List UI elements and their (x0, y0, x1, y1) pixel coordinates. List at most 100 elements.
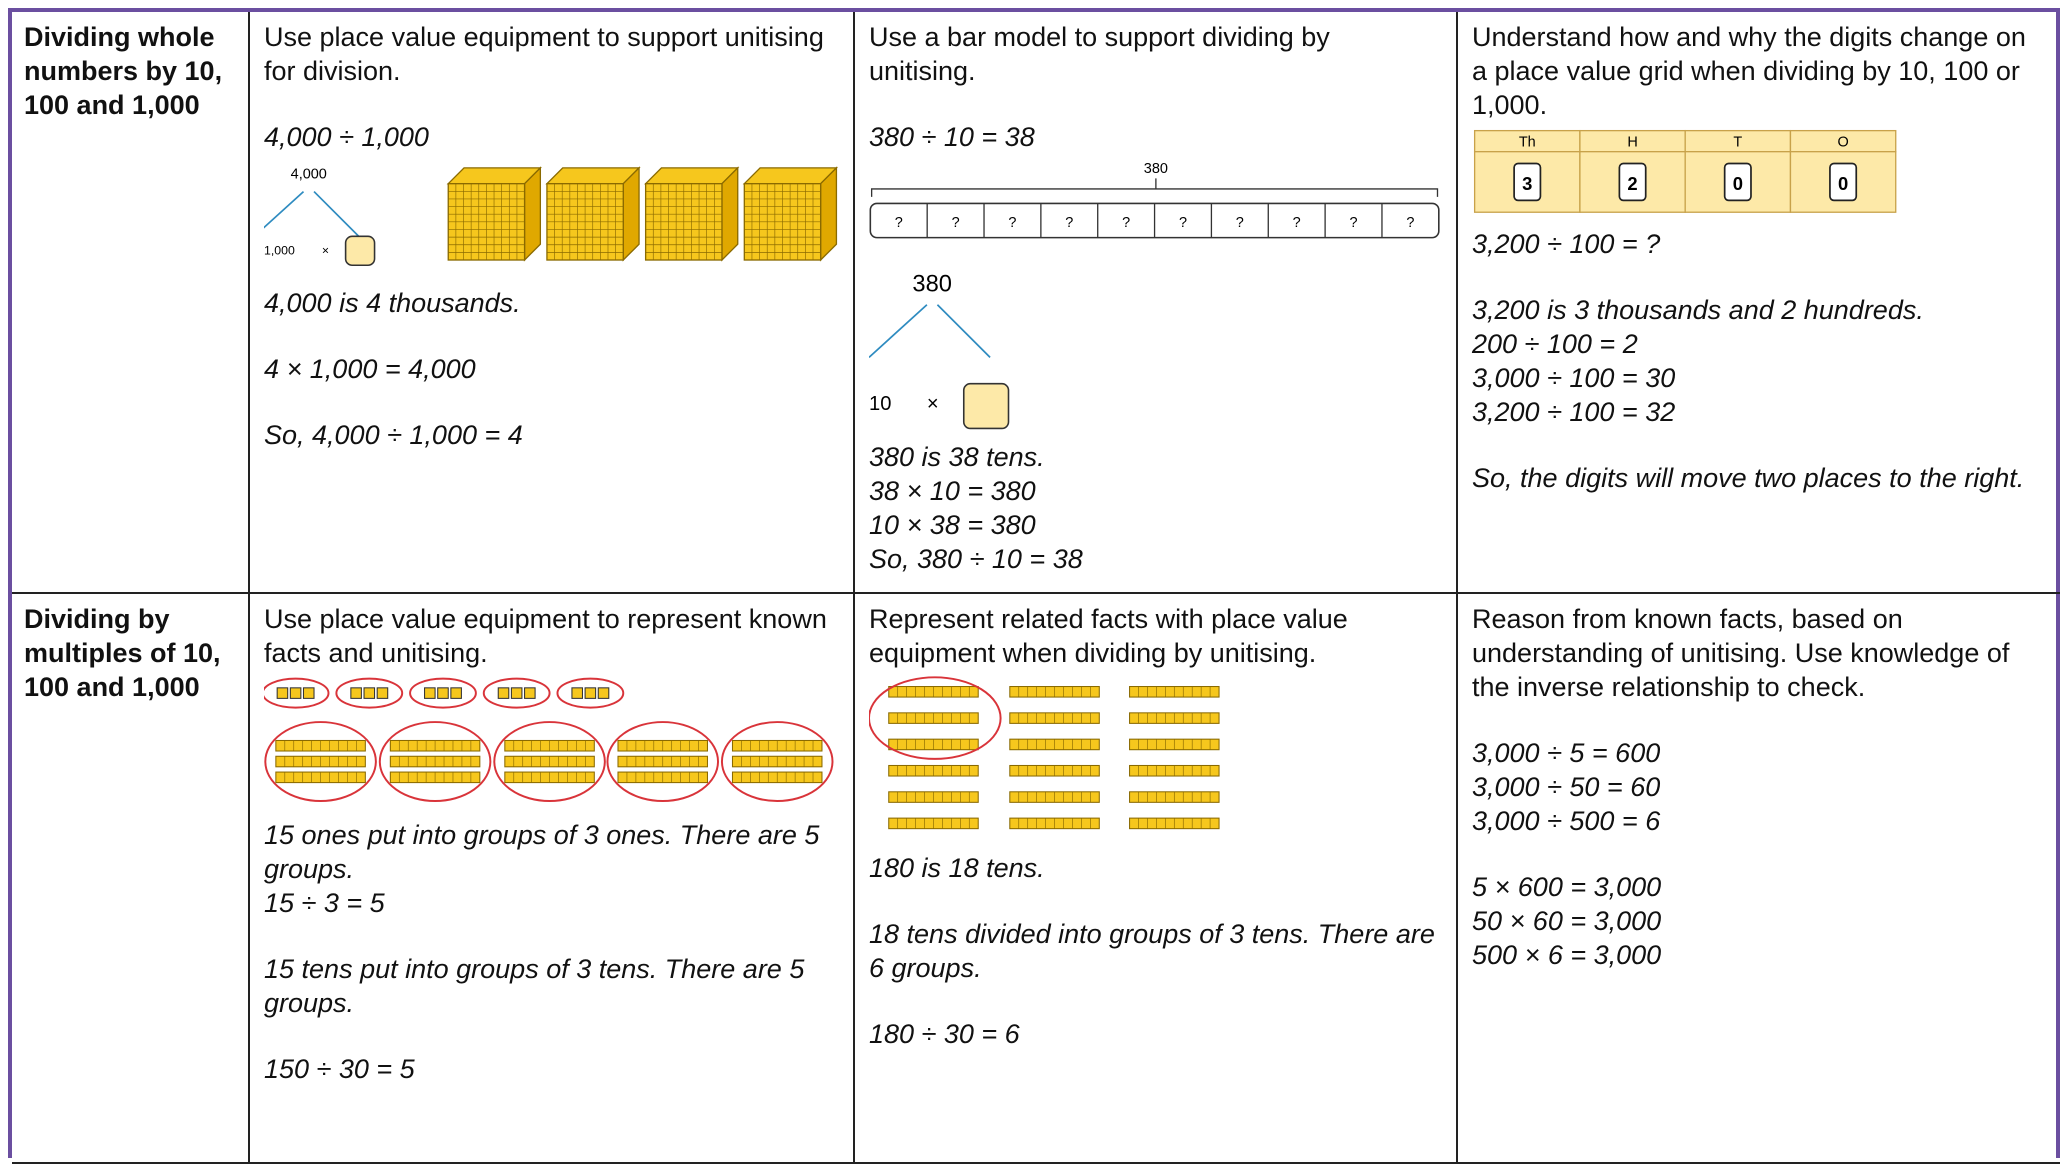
cell: Understand how and why the digits change… (1458, 12, 2060, 594)
group-ring (335, 677, 404, 709)
tree-times: × (322, 244, 329, 258)
one-cube (437, 687, 449, 699)
text-line: So, 380 ÷ 10 = 38 (869, 543, 1083, 574)
one-cube (524, 687, 536, 699)
intro: Use place value equipment to support uni… (264, 22, 824, 86)
tree-whole: 380 (912, 272, 952, 298)
figure: Th 3 H 2 T 0 O 0 (1473, 129, 1897, 213)
group-ring (264, 721, 377, 803)
bar-cell: ? (952, 215, 960, 231)
row-heading: Dividing by multiples of 10, 100 and 1,0… (12, 594, 250, 1164)
digit: 0 (1838, 173, 1848, 194)
text-line: 5 × 600 = 3,000 (1472, 872, 1662, 902)
bar-total: 380 (1144, 161, 1168, 177)
bar-cell: ? (1008, 215, 1016, 231)
intro: Reason from known facts, based on unders… (1472, 604, 2010, 702)
text-line: 3,000 ÷ 500 = 6 (1472, 806, 1661, 836)
cell: Represent related facts with place value… (855, 594, 1458, 1164)
paragraph: 380 ÷ 10 = 38 (869, 120, 1442, 154)
row-heading: Dividing whole numbers by 10, 100 and 1,… (12, 12, 250, 594)
one-cube (424, 687, 436, 699)
bar-cell: ? (1236, 215, 1244, 231)
paragraph: 3,000 ÷ 5 = 600 3,000 ÷ 50 = 60 3,000 ÷ 50… (1472, 736, 2046, 838)
paragraph: 3,200 ÷ 100 = ? (1472, 227, 2046, 261)
text-line: 200 ÷ 100 = 2 (1472, 329, 1638, 360)
group-ring (482, 677, 551, 709)
digit-box (1723, 162, 1752, 202)
intro: Represent related facts with place value… (869, 604, 1348, 668)
text-line: 4,000 ÷ 1,000 (264, 122, 429, 152)
paragraph: So, the digits will move two places to t… (1472, 461, 2046, 495)
text-line: 500 × 6 = 3,000 (1472, 940, 1662, 970)
text-line: 38 × 10 = 380 (869, 475, 1036, 506)
cube-side (721, 166, 739, 262)
one-cube (510, 687, 523, 699)
text-line: 3,200 ÷ 100 = 32 (1472, 397, 1676, 428)
text-line: 3,000 ÷ 50 = 60 (1472, 772, 1661, 802)
one-cube (497, 687, 510, 699)
tree-branch (264, 190, 305, 229)
paragraph: 180 is 18 tens. (869, 851, 1442, 885)
group-ring (409, 677, 477, 709)
paragraph: 5 × 600 = 3,000 50 × 60 = 3,000 500 × 6 = … (1472, 870, 2046, 972)
bar-cell: ? (1406, 215, 1414, 231)
paragraph: 4,000 is 4 thousands. (264, 286, 839, 320)
intro: Use place value equipment to represent k… (264, 604, 827, 668)
paragraph: 15 tens put into groups of 3 tens. There… (264, 952, 839, 1020)
one-cube (302, 687, 315, 699)
text-line: 10 × 38 = 380 (869, 509, 1036, 540)
cube-side (523, 166, 542, 262)
tree-part: 10 (869, 393, 891, 415)
text-line: So, the digits will move two places to t… (1472, 463, 2025, 494)
text-line: 15 ones put into groups of 3 ones. There… (264, 819, 820, 884)
text-line: 15 ÷ 3 = 5 (264, 887, 385, 918)
text-line: 18 tens divided into groups of 3 tens. T… (869, 918, 1435, 983)
cell: Use place value equipment to represent k… (250, 594, 855, 1164)
one-cube (450, 687, 462, 699)
group-ring (606, 721, 719, 803)
intro: Understand how and why the digits change… (1472, 22, 2026, 120)
tree-branch (869, 304, 928, 359)
digit-box (1829, 162, 1858, 202)
tree-branch (313, 190, 368, 245)
bar-cell: ? (1179, 215, 1187, 231)
cell: Reason from known facts, based on unders… (1458, 594, 2060, 1164)
group-ring (556, 677, 625, 709)
text-line: 50 × 60 = 3,000 (1472, 906, 1662, 936)
digit-box (1513, 162, 1542, 202)
text-line: 3,000 ÷ 100 = 30 (1472, 363, 1676, 394)
cell: Use place value equipment to support uni… (250, 12, 855, 594)
cube-side (622, 166, 640, 262)
paragraph: So, 4,000 ÷ 1,000 = 4 (264, 418, 839, 452)
text-line: 180 is 18 tens. (869, 852, 1045, 883)
tree-part: 1,000 (264, 244, 295, 258)
text-line: 4 × 1,000 = 4,000 (264, 353, 476, 384)
digit-box (1618, 162, 1647, 202)
paragraph: 4 × 1,000 = 4,000 (264, 352, 839, 386)
intro: Use a bar model to support dividing by u… (869, 22, 1330, 86)
cell: Use a bar model to support dividing by u… (855, 12, 1458, 594)
one-cube (597, 687, 610, 699)
tree-whole: 4,000 (291, 166, 327, 182)
text-line: 3,200 is 3 thousands and 2 hundreds. (1472, 295, 1924, 326)
bar-bracket (870, 178, 1439, 197)
one-cube (571, 687, 583, 699)
figure (264, 677, 834, 803)
paragraph: 18 tens divided into groups of 3 tens. T… (869, 917, 1442, 985)
grid-head-label: O (1837, 134, 1848, 150)
text-line: So, 4,000 ÷ 1,000 = 4 (264, 419, 523, 450)
paragraph: 180 ÷ 30 = 6 (869, 1017, 1442, 1051)
one-cube (276, 687, 289, 699)
paragraph: 150 ÷ 30 = 5 (264, 1052, 839, 1086)
bar-cell: ? (1065, 215, 1073, 231)
grid-head-label: Th (1519, 134, 1536, 150)
grid-head-label: H (1627, 134, 1637, 150)
figure: 380????????? ? 380 10 × (869, 161, 1440, 430)
paragraph: 3,200 is 3 thousands and 2 hundreds. 200 … (1472, 293, 2046, 429)
group-ring (869, 676, 1002, 760)
text-line: 380 is 38 tens. (869, 441, 1045, 472)
text-line: 3,000 ÷ 5 = 600 (1472, 738, 1661, 768)
bar-cell: ? (895, 215, 903, 231)
tree-branch (936, 304, 991, 358)
digit: 2 (1627, 173, 1637, 194)
